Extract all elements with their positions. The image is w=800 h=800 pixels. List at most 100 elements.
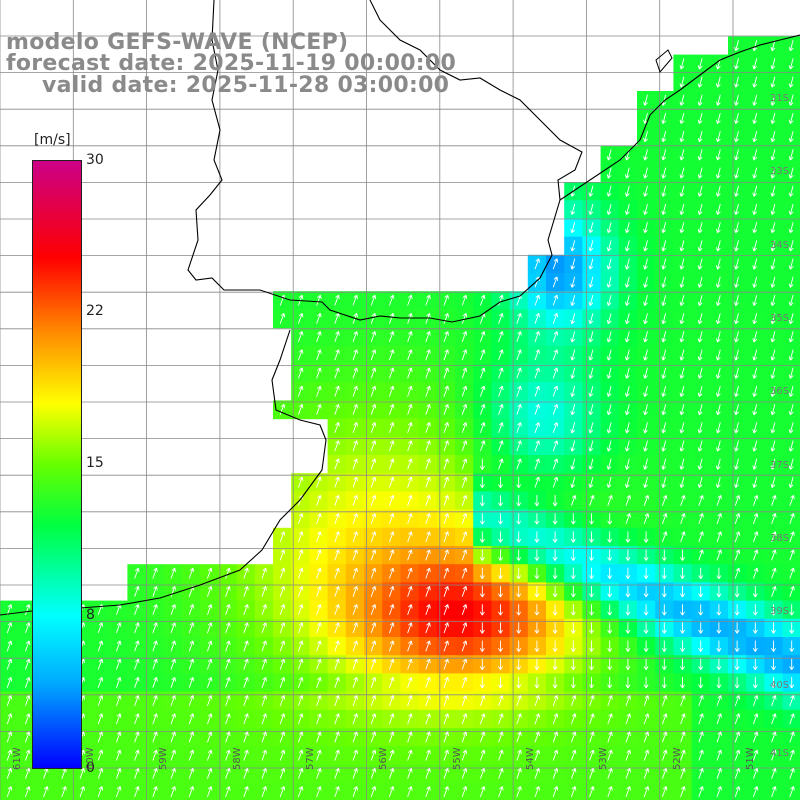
wind-arrow xyxy=(680,586,685,598)
wind-arrow xyxy=(425,567,431,579)
wind-arrow xyxy=(443,458,449,470)
wind-arrow xyxy=(61,786,67,798)
wind-arrow xyxy=(498,312,504,324)
wind-arrow xyxy=(170,695,176,707)
wind-arrow xyxy=(661,222,667,234)
wind-arrow xyxy=(297,640,304,652)
wind-arrow xyxy=(570,640,576,652)
wind-arrow xyxy=(625,531,631,543)
wind-arrow xyxy=(661,494,668,506)
wind-arrow xyxy=(334,658,340,670)
wind-arrow xyxy=(624,476,630,488)
wind-arrow xyxy=(789,567,795,579)
wind-arrow xyxy=(443,385,449,397)
wind-arrow xyxy=(479,586,485,598)
wind-arrow xyxy=(297,403,304,415)
wind-arrow xyxy=(752,586,758,598)
wind-arrow xyxy=(334,440,340,452)
wind-arrow xyxy=(443,767,449,779)
wind-arrow xyxy=(461,676,468,688)
wind-arrow xyxy=(643,695,650,707)
wind-arrow xyxy=(643,622,649,634)
wind-arrow xyxy=(788,385,794,397)
wind-arrow xyxy=(570,677,576,689)
wind-arrow xyxy=(606,222,612,234)
wind-arrow xyxy=(661,767,668,779)
wind-arrow xyxy=(752,494,759,506)
wind-arrow xyxy=(716,658,722,671)
wind-arrow xyxy=(588,404,594,416)
wind-arrow xyxy=(134,713,140,725)
wind-arrow xyxy=(680,786,686,798)
wind-arrow xyxy=(734,404,739,416)
wind-arrow xyxy=(771,585,777,597)
wind-arrow xyxy=(407,531,413,543)
wind-arrow xyxy=(534,604,540,616)
wind-arrow xyxy=(479,422,486,434)
wind-arrow xyxy=(771,713,777,725)
colorbar xyxy=(32,160,82,769)
wind-arrow xyxy=(261,585,267,597)
wind-arrow xyxy=(334,422,340,434)
wind-arrow xyxy=(443,640,449,652)
wind-arrow xyxy=(297,713,304,725)
wind-arrow xyxy=(534,767,540,779)
wind-arrow xyxy=(370,695,377,707)
wind-arrow xyxy=(734,294,739,306)
wind-arrow xyxy=(789,695,795,707)
wind-arrow xyxy=(570,586,576,598)
wind-arrow xyxy=(97,713,104,725)
wind-arrow xyxy=(606,385,612,397)
wind-arrow xyxy=(661,513,668,525)
wind-arrow xyxy=(698,749,704,761)
wind-arrow xyxy=(679,185,685,197)
colorbar-tick-0: 0 xyxy=(86,760,95,776)
wind-arrow xyxy=(152,658,158,670)
wind-arrow xyxy=(152,713,158,725)
wind-arrow xyxy=(425,513,431,525)
wind-arrow xyxy=(534,403,540,415)
wind-arrow xyxy=(570,695,577,707)
wind-arrow xyxy=(388,713,395,725)
wind-arrow xyxy=(170,604,176,616)
wind-arrow xyxy=(370,367,377,379)
wind-arrow xyxy=(407,622,413,634)
wind-arrow xyxy=(79,767,85,779)
wind-arrow xyxy=(588,313,594,325)
wind-arrow xyxy=(570,422,576,434)
wind-arrow xyxy=(297,567,304,579)
wind-arrow xyxy=(698,494,704,506)
wind-arrow xyxy=(225,695,231,707)
wind-arrow xyxy=(570,458,576,470)
wind-arrow xyxy=(734,367,739,379)
wind-arrow xyxy=(715,458,721,470)
wind-arrow xyxy=(570,385,576,397)
wind-arrow xyxy=(534,658,540,671)
wind-arrow xyxy=(443,367,449,379)
wind-arrow xyxy=(661,786,668,798)
wind-arrow xyxy=(352,749,358,761)
wind-arrow xyxy=(552,731,559,743)
wind-arrow xyxy=(789,513,795,525)
wind-arrow xyxy=(770,476,776,488)
wind-arrow xyxy=(316,713,322,725)
wind-arrow xyxy=(661,294,667,306)
wind-arrow xyxy=(534,677,540,689)
wind-arrow xyxy=(552,476,559,488)
wind-arrow xyxy=(498,422,504,434)
wind-arrow xyxy=(170,749,176,761)
wind-arrow xyxy=(370,622,377,634)
wind-arrow xyxy=(407,385,413,397)
wind-arrow xyxy=(606,240,612,252)
wind-arrow xyxy=(788,112,794,124)
wind-arrow xyxy=(316,403,322,415)
wind-arrow xyxy=(498,749,504,761)
wind-arrow xyxy=(752,640,758,652)
wind-arrow xyxy=(334,531,340,543)
colorbar-unit: [m/s] xyxy=(34,132,71,148)
wind-arrow xyxy=(606,294,612,306)
wind-arrow xyxy=(534,495,540,507)
wind-arrow xyxy=(624,404,630,416)
wind-arrow xyxy=(680,731,686,743)
wind-arrow xyxy=(370,403,377,415)
